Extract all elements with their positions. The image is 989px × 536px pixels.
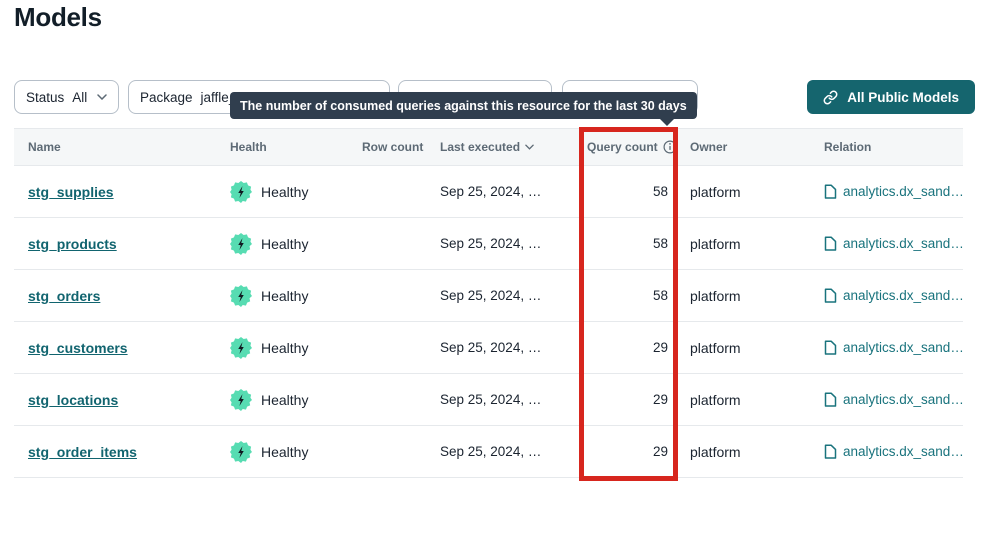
model-name-link[interactable]: stg_products	[28, 235, 117, 252]
filter-dropdown-4[interactable]	[562, 80, 698, 114]
chevron-down-icon	[368, 94, 378, 100]
status-filter-label: Status	[26, 89, 65, 105]
relation-link[interactable]: analytics.dx_sand…	[824, 184, 963, 199]
document-icon	[824, 236, 837, 251]
relation-text: analytics.dx_sand…	[843, 444, 963, 459]
column-header-last-executed[interactable]: Last executed	[440, 140, 587, 154]
document-icon	[824, 340, 837, 355]
query-count-cell: 58	[652, 288, 668, 303]
column-header-relation: Relation	[824, 140, 872, 154]
table-header-row: Name Health Row count Last executed Quer…	[14, 128, 963, 166]
relation-text: analytics.dx_sand…	[843, 340, 963, 355]
last-executed-cell: Sep 25, 2024, …	[440, 184, 542, 199]
owner-cell: platform	[690, 391, 741, 408]
model-name-link[interactable]: stg_order_items	[28, 443, 137, 460]
last-executed-cell: Sep 25, 2024, …	[440, 340, 542, 355]
relation-text: analytics.dx_sand…	[843, 392, 963, 407]
relation-link[interactable]: analytics.dx_sand…	[824, 392, 963, 407]
document-icon	[824, 392, 837, 407]
column-header-health: Health	[230, 140, 267, 154]
info-icon[interactable]	[663, 140, 677, 154]
health-badge-icon	[230, 336, 252, 359]
chevron-down-icon	[97, 94, 107, 100]
column-header-owner: Owner	[690, 140, 728, 154]
table-row: stg_locations Healthy Sep 25, 2024, … 29 pla…	[14, 374, 963, 426]
link-chain-icon	[823, 90, 838, 105]
last-executed-cell: Sep 25, 2024, …	[440, 236, 542, 251]
health-label: Healthy	[261, 443, 309, 460]
table-row: stg_products Healthy Sep 25, 2024, … 58 plat…	[14, 218, 963, 270]
document-icon	[824, 444, 837, 459]
page-title: Models	[14, 2, 102, 32]
filter-dropdown-3[interactable]	[398, 80, 552, 114]
query-count-cell: 58	[652, 184, 668, 199]
query-count-cell: 58	[652, 236, 668, 251]
health-label: Healthy	[261, 339, 309, 356]
model-name-link[interactable]: stg_orders	[28, 287, 101, 304]
health-label: Healthy	[261, 287, 309, 304]
relation-text: analytics.dx_sand…	[843, 184, 963, 199]
chevron-down-icon	[676, 94, 686, 100]
query-count-cell: 29	[652, 392, 668, 407]
models-table: Name Health Row count Last executed Quer…	[14, 128, 963, 478]
health-label: Healthy	[261, 235, 309, 252]
package-filter-label: Package	[140, 89, 193, 105]
table-row: stg_customers Healthy Sep 25, 2024, … 29 pla…	[14, 322, 963, 374]
health-badge-icon	[230, 180, 252, 203]
column-header-row-count: Row count	[362, 140, 424, 154]
health-badge-icon	[230, 440, 252, 463]
package-filter-value: jaffle_	[200, 89, 237, 105]
filter-bar: Status All Package jaffle_ All Public Mo…	[14, 80, 975, 114]
query-count-cell: 29	[652, 340, 668, 355]
package-filter-dropdown[interactable]: Package jaffle_	[128, 80, 390, 114]
column-header-query-count: Query count	[587, 140, 678, 154]
status-filter-value: All	[72, 89, 88, 105]
table-row: stg_supplies Healthy Sep 25, 2024, … 58 plat…	[14, 166, 963, 218]
health-badge-icon	[230, 232, 252, 255]
relation-text: analytics.dx_sand…	[843, 288, 963, 303]
health-label: Healthy	[261, 391, 309, 408]
owner-cell: platform	[690, 287, 741, 304]
last-executed-cell: Sep 25, 2024, …	[440, 444, 542, 459]
relation-link[interactable]: analytics.dx_sand…	[824, 444, 963, 459]
owner-cell: platform	[690, 339, 741, 356]
status-filter-dropdown[interactable]: Status All	[14, 80, 119, 114]
relation-link[interactable]: analytics.dx_sand…	[824, 288, 963, 303]
health-label: Healthy	[261, 183, 309, 200]
table-row: stg_order_items Healthy Sep 25, 2024, … 29 p…	[14, 426, 963, 478]
all-public-models-button[interactable]: All Public Models	[807, 80, 975, 114]
table-row: stg_orders Healthy Sep 25, 2024, … 58 platfo…	[14, 270, 963, 322]
all-public-models-label: All Public Models	[847, 89, 959, 105]
relation-link[interactable]: analytics.dx_sand…	[824, 340, 963, 355]
owner-cell: platform	[690, 183, 741, 200]
health-badge-icon	[230, 284, 252, 307]
query-count-cell: 29	[652, 444, 668, 459]
document-icon	[824, 184, 837, 199]
model-name-link[interactable]: stg_customers	[28, 339, 128, 356]
column-header-name: Name	[28, 140, 61, 154]
health-badge-icon	[230, 388, 252, 411]
model-name-link[interactable]: stg_supplies	[28, 183, 114, 200]
document-icon	[824, 288, 837, 303]
owner-cell: platform	[690, 443, 741, 460]
relation-text: analytics.dx_sand…	[843, 236, 963, 251]
owner-cell: platform	[690, 235, 741, 252]
last-executed-cell: Sep 25, 2024, …	[440, 288, 542, 303]
last-executed-cell: Sep 25, 2024, …	[440, 392, 542, 407]
model-name-link[interactable]: stg_locations	[28, 391, 119, 408]
relation-link[interactable]: analytics.dx_sand…	[824, 236, 963, 251]
sort-chevron-down-icon[interactable]	[525, 144, 534, 150]
table-body: stg_supplies Healthy Sep 25, 2024, … 58 plat…	[14, 166, 963, 478]
